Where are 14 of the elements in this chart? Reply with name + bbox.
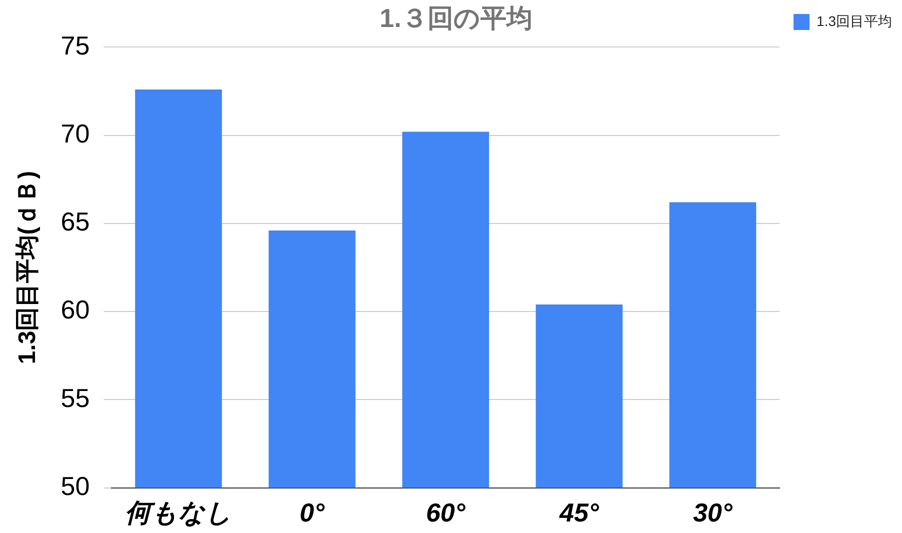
x-tick-label: 45° <box>558 498 600 528</box>
y-tick-label: 50 <box>60 470 90 501</box>
x-tick-label: 0° <box>300 498 326 528</box>
x-tick-label: 30° <box>693 498 734 528</box>
y-axis-title: 1.3回目平均(ｄＢ) <box>14 170 42 364</box>
legend-label: 1.3回目平均 <box>816 12 892 29</box>
y-tick-label: 75 <box>60 30 90 60</box>
x-tick-label: 何もなし <box>125 498 232 528</box>
y-tick-label: 70 <box>60 118 90 148</box>
y-tick-label: 55 <box>60 382 90 413</box>
y-tick-label: 60 <box>60 294 90 325</box>
x-tick-label: 60° <box>426 498 466 528</box>
y-tick-label: 65 <box>60 206 90 237</box>
chart-title: 1.３回の平均 <box>380 2 532 33</box>
